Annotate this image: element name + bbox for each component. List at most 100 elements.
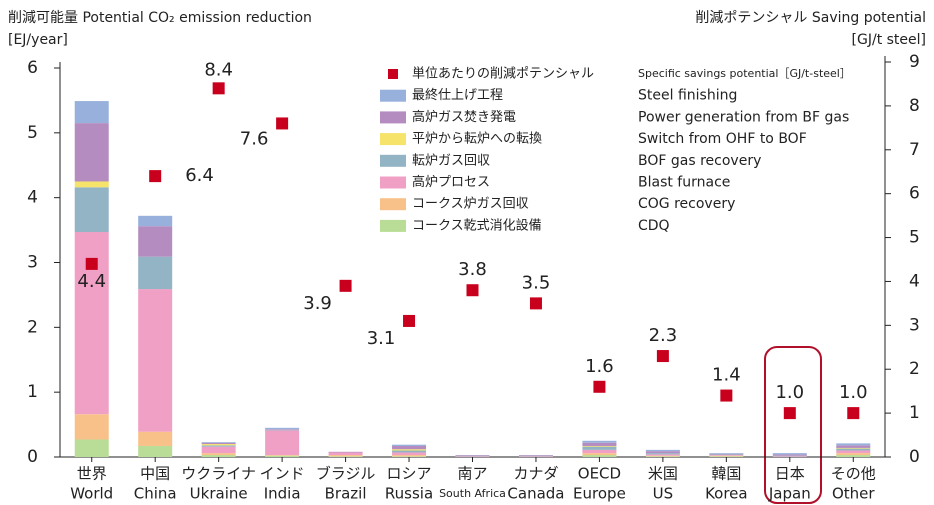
bar-segment (582, 449, 617, 454)
legend-label: 単位あたりの削減ポテンシャル (412, 66, 594, 82)
bar-segment (201, 455, 236, 457)
bar-segment (772, 454, 807, 456)
bar-segment (709, 456, 744, 457)
value-label: 8.4 (204, 59, 233, 80)
bar-segment (582, 455, 617, 457)
highlight-box (764, 346, 822, 504)
y2-tick-label: 7 (909, 140, 920, 160)
legend-swatch (380, 89, 406, 102)
y2-tick-label: 0 (909, 447, 920, 467)
value-label: 3.1 (367, 328, 396, 349)
x-tick-label: Canada (507, 485, 564, 503)
x-tick-label: インド (260, 465, 305, 483)
legend-label: Steel finishing (638, 88, 737, 104)
y2-tick-label: 4 (909, 271, 920, 291)
bar-segment (709, 455, 744, 457)
bar-segment (582, 446, 617, 450)
bar-segment (328, 452, 363, 456)
point (149, 170, 162, 183)
x-tick-label: Ukraine (190, 485, 248, 503)
bar-segment (392, 452, 427, 456)
bar-segment (265, 430, 300, 456)
y-unit: [EJ/year] (8, 32, 68, 48)
bar-segment (836, 445, 871, 448)
bar-segment (392, 456, 427, 457)
x-tick-label: 中国 (140, 465, 170, 483)
bar-segment (709, 453, 744, 454)
bar-segment (645, 451, 680, 454)
legend-label: COG recovery (638, 196, 735, 212)
legend-label: コークス炉ガス回収 (412, 197, 529, 212)
x-tick-label: 米国 (648, 465, 678, 483)
x-tick-label: ウクライナ (181, 465, 256, 483)
x-tick-label: 韓国 (711, 465, 741, 483)
bar-segment (392, 450, 427, 453)
bar-segment (392, 449, 427, 451)
x-tick-label: World (70, 485, 113, 503)
bar-segment (74, 414, 109, 440)
legend-label: Blast furnace (638, 175, 730, 191)
x-tick-label: India (264, 485, 301, 503)
bar-segment (455, 455, 490, 456)
bar-segment (455, 455, 490, 457)
y2-tick-label: 2 (909, 359, 920, 379)
x-tick-label: 世界 (77, 465, 107, 483)
bar-segment (138, 256, 173, 290)
value-label: 6.4 (185, 165, 214, 186)
bar-segment (392, 455, 427, 457)
bar-segment (518, 455, 553, 457)
bar-segment (138, 226, 173, 257)
x-tick-label: Russia (385, 485, 433, 503)
legend-label: 平炉から転炉への転換 (412, 132, 542, 147)
legend-label: CDQ (638, 218, 670, 234)
x-tick-label: その他 (831, 465, 876, 483)
x-tick-label: カナダ (513, 465, 558, 483)
value-label: 4.4 (77, 271, 106, 292)
x-tick-label: ブラジル (316, 465, 376, 483)
bar-segment (645, 449, 680, 452)
bar-segment (265, 429, 300, 431)
legend-swatch (380, 219, 406, 232)
bar-segment (265, 455, 300, 457)
point (593, 380, 606, 393)
legend-label: Power generation from BF gas (638, 109, 849, 125)
bar-segment (138, 289, 173, 432)
point (847, 407, 860, 420)
value-label: 3.9 (303, 293, 332, 314)
bar-segment (709, 454, 744, 456)
bar-segment (138, 431, 173, 446)
bar-segment (709, 453, 744, 455)
bar-segment (518, 456, 553, 457)
legend-label: 高炉ガス焚き発電 (412, 109, 516, 125)
legend-swatch (380, 176, 406, 189)
bar-segment (328, 451, 363, 453)
point (276, 117, 289, 130)
bar-segment (265, 427, 300, 430)
bar-segment (201, 442, 236, 445)
x-tick-label: 南ア (457, 465, 487, 483)
legend-label: Switch from OHF to BOF (638, 131, 807, 147)
legend-swatch (380, 154, 406, 167)
legend-swatch (380, 111, 406, 124)
bar-segment (709, 455, 744, 456)
point (212, 82, 225, 95)
value-label: 7.6 (240, 128, 269, 149)
value-label: 2.3 (649, 325, 678, 346)
point (783, 407, 796, 420)
bar-segment (772, 455, 807, 457)
bar-segment (74, 439, 109, 457)
y-tick-label: 1 (27, 382, 38, 402)
bar-segment (582, 445, 617, 447)
bar-segment (455, 456, 490, 457)
bar-segment (645, 453, 680, 455)
x-tick-label: South Africa (439, 487, 506, 500)
bar-segment (201, 453, 236, 456)
bar-segment (201, 442, 236, 443)
bar-segment (74, 123, 109, 182)
value-label: 1.6 (585, 356, 614, 377)
x-tick-label: Europe (573, 485, 626, 503)
bar-segment (138, 215, 173, 227)
point (466, 284, 479, 297)
bar-segment (645, 455, 680, 457)
